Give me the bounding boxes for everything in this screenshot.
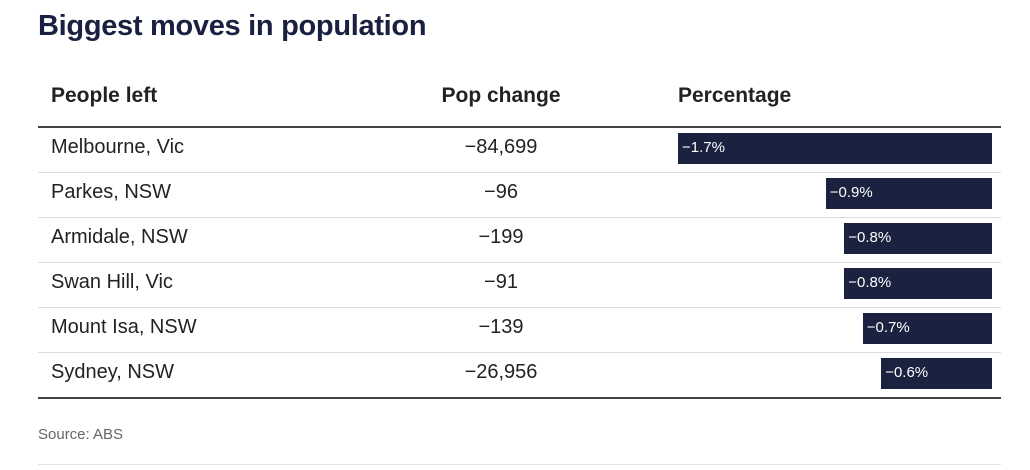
pop-change-value: −199	[478, 226, 524, 248]
percentage-bar-track: −1.7%	[678, 133, 992, 164]
place-name: Swan Hill, Vic	[51, 271, 173, 293]
percentage-label: −0.7%	[866, 319, 910, 336]
percentage-bar: −0.8%	[844, 223, 992, 254]
percentage-bar-track: −0.7%	[678, 313, 992, 344]
place-name: Mount Isa, NSW	[51, 316, 197, 338]
source-note: Source: ABS	[38, 426, 124, 443]
population-table: People left Pop change Percentage Melbou…	[38, 66, 1001, 399]
footer-divider	[38, 464, 1001, 465]
table-row: Swan Hill, Vic −91 −0.8%	[38, 263, 1001, 308]
table-row: Melbourne, Vic −84,699 −1.7%	[38, 128, 1001, 173]
pop-change-value: −96	[484, 181, 518, 203]
percentage-bar: −0.9%	[825, 178, 992, 209]
percentage-label: −0.8%	[848, 229, 892, 246]
place-name: Parkes, NSW	[51, 181, 172, 203]
percentage-bar-track: −0.9%	[678, 178, 992, 209]
pop-change-value: −84,699	[464, 136, 538, 158]
pop-change-value: −139	[478, 316, 524, 338]
percentage-bar: −0.6%	[881, 358, 992, 389]
column-header-place: People left	[51, 84, 158, 107]
place-name: Sydney, NSW	[51, 361, 174, 383]
table-row: Parkes, NSW −96 −0.9%	[38, 173, 1001, 218]
place-name: Armidale, NSW	[51, 226, 188, 248]
chart-title: Biggest moves in population	[38, 10, 427, 42]
percentage-bar-track: −0.6%	[678, 358, 992, 389]
percentage-bar-track: −0.8%	[678, 223, 992, 254]
table-row: Mount Isa, NSW −139 −0.7%	[38, 308, 1001, 353]
percentage-bar-track: −0.8%	[678, 268, 992, 299]
percentage-bar: −1.7%	[678, 133, 992, 164]
pop-change-value: −91	[484, 271, 518, 293]
place-name: Melbourne, Vic	[51, 136, 185, 158]
percentage-bar: −0.8%	[844, 268, 992, 299]
table-row: Armidale, NSW −199 −0.8%	[38, 218, 1001, 263]
column-header-percentage: Percentage	[678, 84, 792, 107]
percentage-bar: −0.7%	[862, 313, 992, 344]
percentage-label: −1.7%	[682, 139, 725, 156]
table-header: People left Pop change Percentage	[38, 66, 1001, 128]
column-header-pop-change: Pop change	[441, 84, 561, 107]
percentage-label: −0.8%	[848, 274, 892, 291]
percentage-label: −0.9%	[829, 184, 873, 201]
pop-change-value: −26,956	[464, 361, 538, 383]
table-row: Sydney, NSW −26,956 −0.6%	[38, 353, 1001, 399]
percentage-label: −0.6%	[885, 364, 929, 381]
table-body: Melbourne, Vic −84,699 −1.7% Parkes, NSW −96…	[38, 128, 1001, 399]
